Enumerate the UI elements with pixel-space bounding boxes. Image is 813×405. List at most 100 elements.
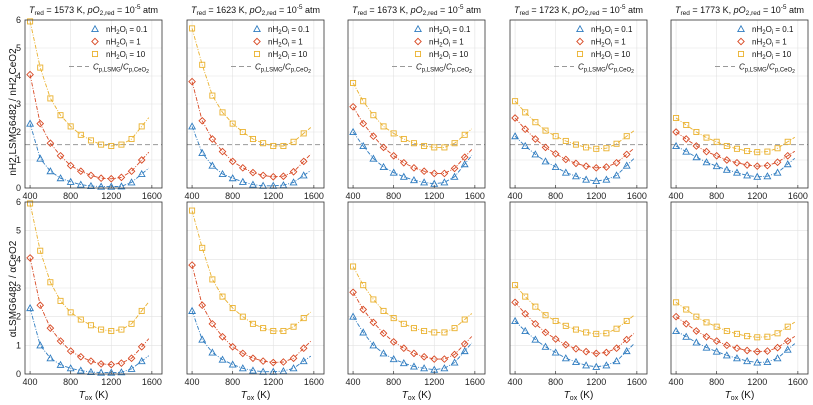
legend-label: nH2Oi = 10 xyxy=(429,50,469,61)
data-point xyxy=(593,145,600,152)
data-point xyxy=(128,320,135,327)
panel-2-top: 400 800 1200 1600 Tred = 1623 K, pO2,red = 1… xyxy=(185,4,325,201)
data-point xyxy=(783,337,792,345)
legend-label: nH2Oi = 0.1 xyxy=(429,25,471,36)
data-point xyxy=(56,174,65,182)
x-axis-label: Tox (K) xyxy=(725,390,755,402)
axes-frame xyxy=(24,201,163,375)
x-tick-label: 800 xyxy=(225,377,240,387)
y-axis-label-bottom: αLSMG6482 / αCeO2 xyxy=(8,240,19,337)
data-point xyxy=(431,144,438,151)
y-tick-label: 1 xyxy=(16,340,21,350)
data-point xyxy=(57,112,64,119)
y-tick-label: 1 xyxy=(16,155,21,165)
data-point xyxy=(228,174,237,182)
y-tick-label: 5 xyxy=(16,43,21,53)
legend-label: nH2Oi = 10 xyxy=(591,50,631,61)
data-point xyxy=(86,181,95,190)
data-point xyxy=(76,352,85,361)
data-point xyxy=(551,162,560,171)
data-point xyxy=(36,341,45,349)
data-point xyxy=(389,151,398,160)
data-point xyxy=(702,158,711,166)
legend-marker xyxy=(253,24,261,33)
data-point xyxy=(551,335,560,343)
y-tick-label: 0 xyxy=(16,369,21,379)
data-point xyxy=(732,168,741,176)
data-point xyxy=(532,303,539,310)
data-point xyxy=(97,174,105,183)
x-tick-label: 400 xyxy=(23,377,38,387)
data-point xyxy=(389,168,398,176)
data-point xyxy=(260,140,267,147)
data-point xyxy=(46,354,55,362)
x-tick-label: 400 xyxy=(669,377,684,387)
data-point xyxy=(138,307,145,314)
legend-label: nH2Oi = 0.1 xyxy=(752,25,794,36)
data-point xyxy=(784,323,791,330)
data-point xyxy=(66,364,75,372)
data-point xyxy=(189,25,196,32)
data-point xyxy=(692,153,701,161)
data-point xyxy=(349,127,358,136)
legend-label: Cp,LSMG/Cp,CeO2 xyxy=(416,63,472,76)
data-point xyxy=(440,178,449,186)
data-point xyxy=(683,306,690,313)
data-point xyxy=(299,356,308,365)
data-point xyxy=(702,147,711,156)
data-point xyxy=(249,320,256,327)
data-point xyxy=(531,319,540,328)
data-point xyxy=(592,362,601,370)
data-point xyxy=(672,312,680,321)
data-point xyxy=(127,364,136,372)
data-point xyxy=(613,325,620,332)
data-point xyxy=(603,330,610,337)
data-point xyxy=(290,138,297,145)
data-point xyxy=(269,172,278,181)
legend-label: nH2Oi = 1 xyxy=(591,38,626,49)
data-point xyxy=(249,135,256,143)
data-point xyxy=(389,338,398,346)
series-line xyxy=(191,126,312,187)
x-tick-label: 1200 xyxy=(586,377,606,387)
x-axis-label: Tox (K) xyxy=(79,390,109,402)
data-point xyxy=(137,169,146,178)
data-point xyxy=(512,282,519,289)
data-point xyxy=(693,128,700,136)
data-point xyxy=(239,313,246,320)
axes-frame xyxy=(347,201,486,375)
data-point xyxy=(744,148,751,155)
data-point xyxy=(440,355,449,363)
data-point xyxy=(409,176,418,184)
series-line xyxy=(352,316,473,371)
data-point xyxy=(582,175,591,183)
data-point xyxy=(744,333,751,340)
axes-frame xyxy=(186,19,325,189)
data-point xyxy=(712,151,721,160)
panel-title: Tred = 1573 K, pO2,red = 10-5 atm xyxy=(29,4,158,17)
data-point xyxy=(107,174,116,183)
data-point xyxy=(622,346,631,355)
data-point xyxy=(541,157,550,165)
data-point xyxy=(743,346,751,355)
data-point xyxy=(774,330,781,337)
data-point xyxy=(753,172,762,180)
data-point xyxy=(773,343,782,352)
data-point xyxy=(692,142,701,150)
data-point xyxy=(673,299,680,306)
data-point xyxy=(390,130,397,137)
data-point xyxy=(370,296,377,303)
legend-label: nH2Oi = 0.1 xyxy=(591,25,633,36)
x-tick-label: 1200 xyxy=(263,191,283,201)
data-point xyxy=(359,119,368,128)
x-tick-label: 1600 xyxy=(304,377,324,387)
data-point xyxy=(712,162,721,170)
data-point xyxy=(461,131,468,138)
y-tick-label: 5 xyxy=(16,226,21,236)
data-point xyxy=(269,358,278,367)
data-point xyxy=(702,332,711,341)
data-point xyxy=(753,358,762,366)
axes-frame xyxy=(670,201,809,375)
data-point xyxy=(784,138,791,145)
data-point xyxy=(763,172,772,180)
